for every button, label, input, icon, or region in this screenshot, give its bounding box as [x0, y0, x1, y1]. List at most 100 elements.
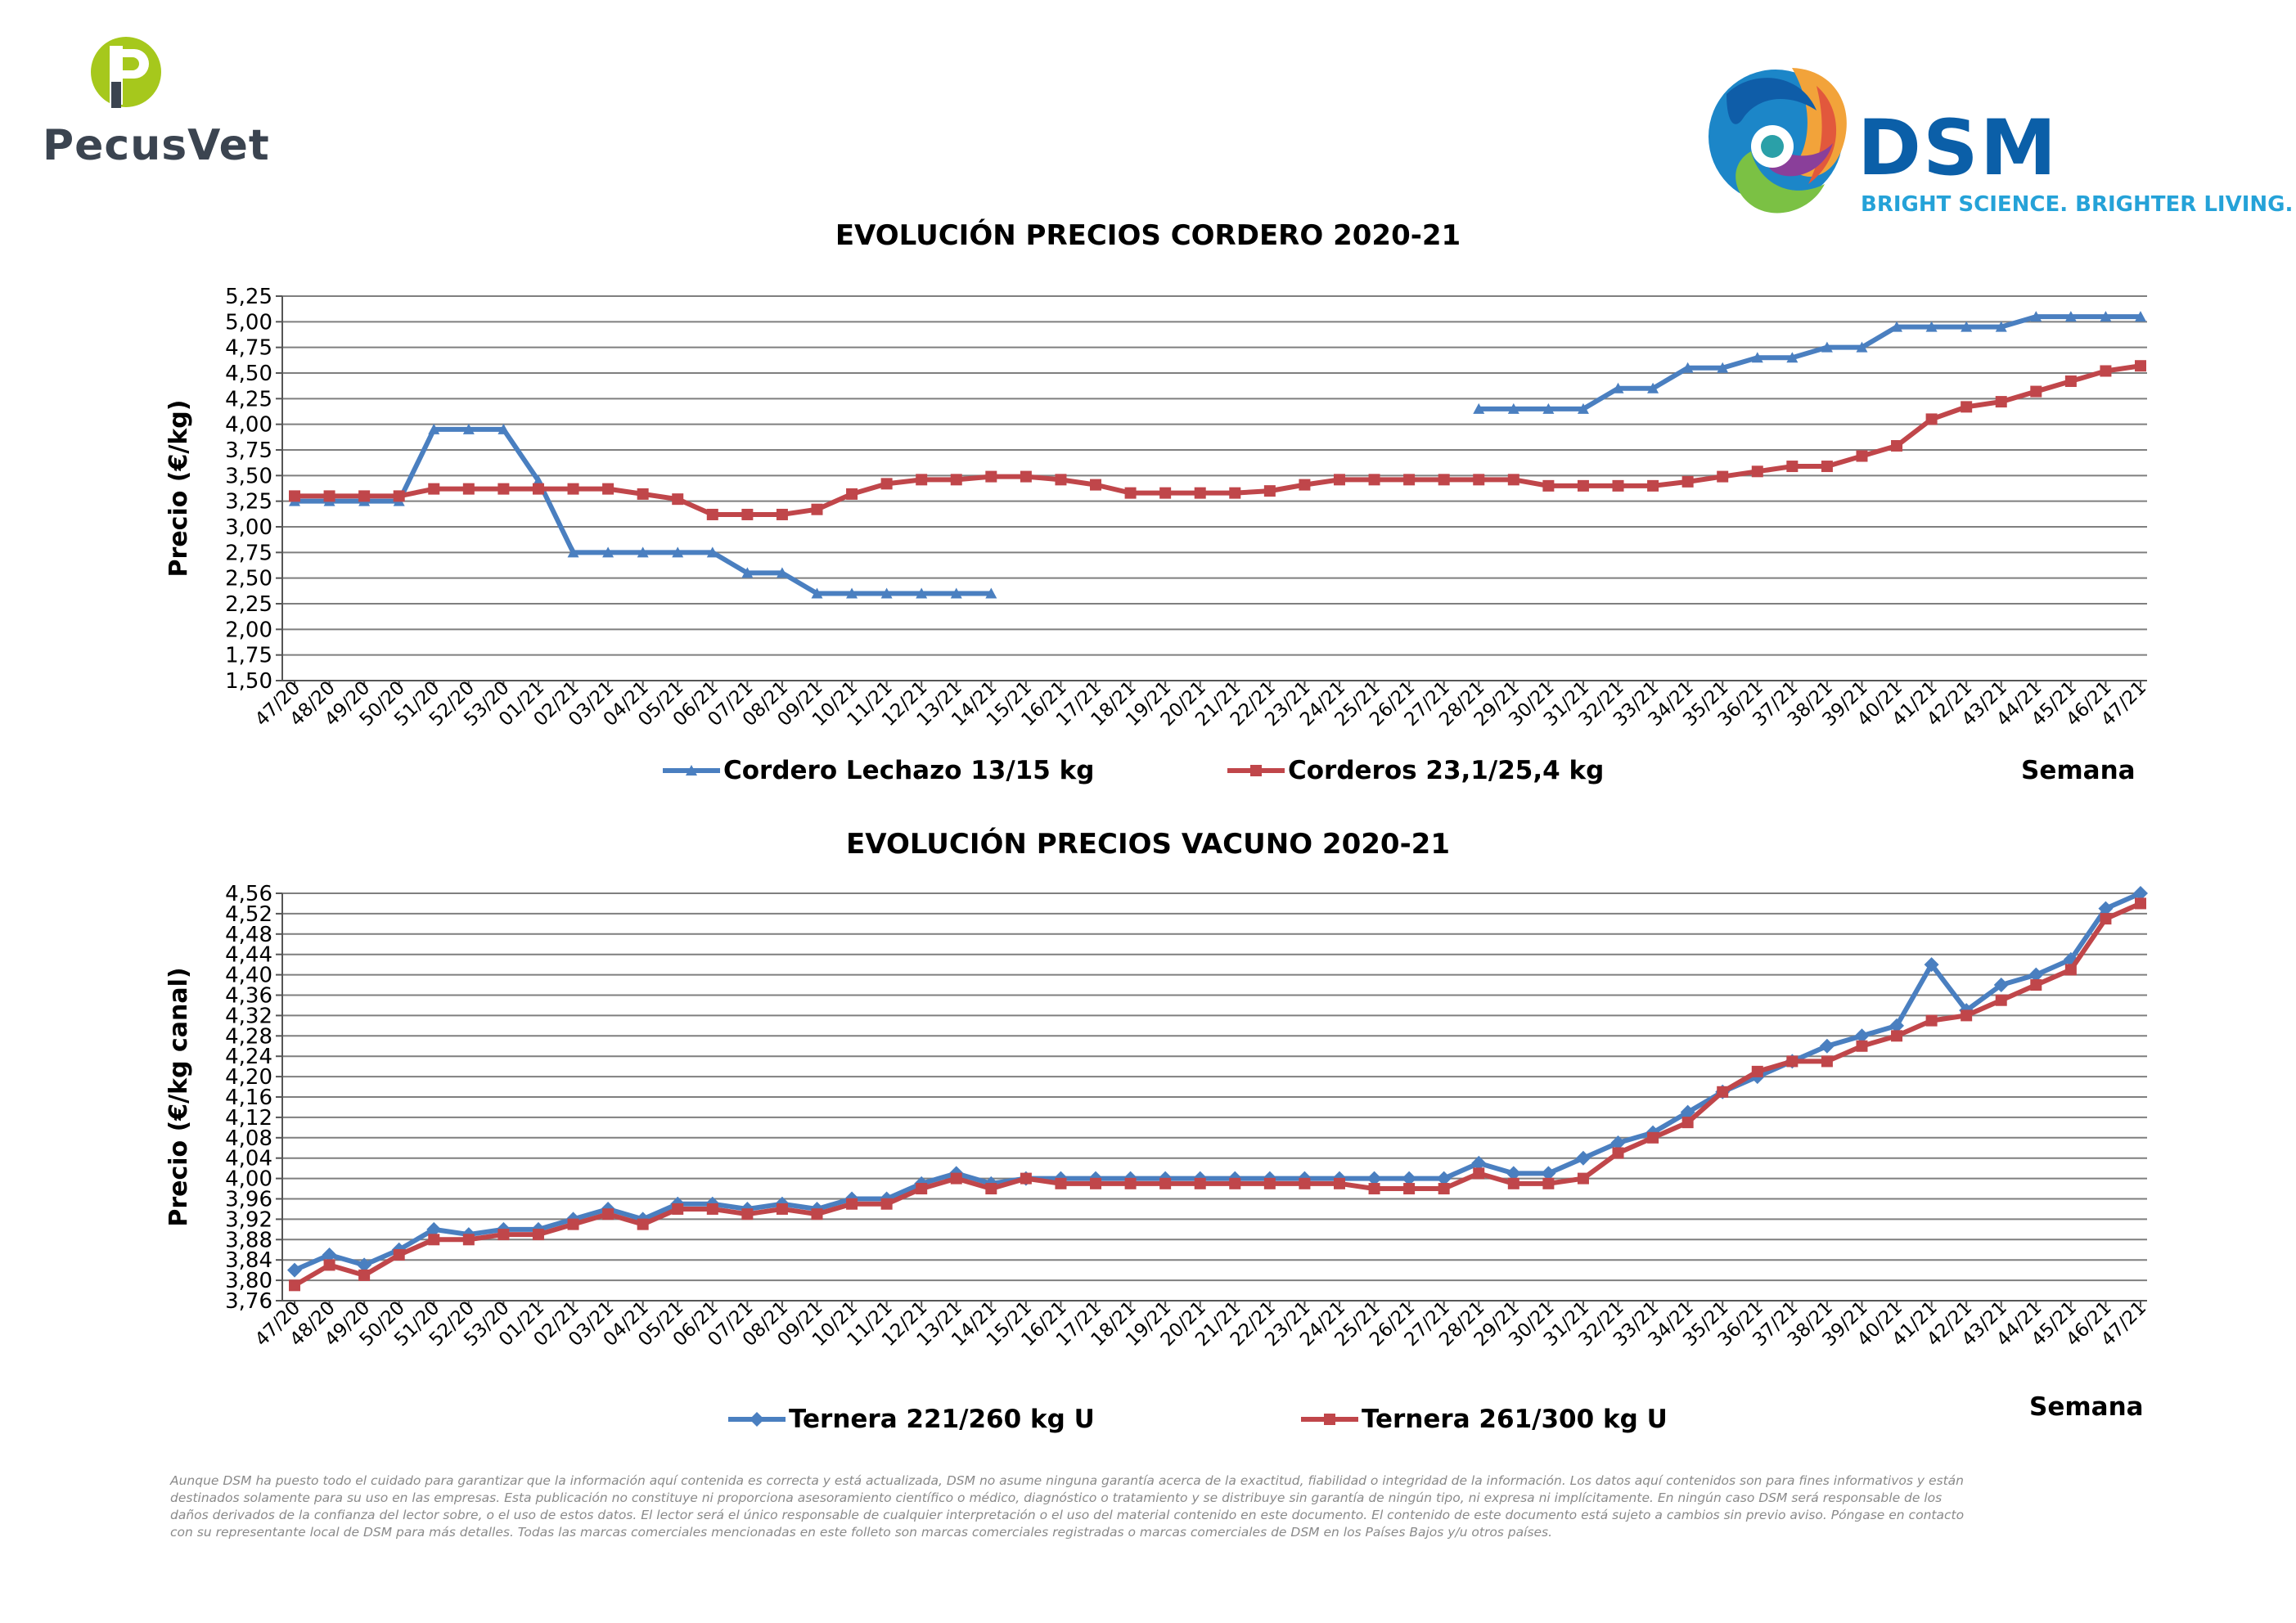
y-tick-label: 4,08 — [225, 1126, 272, 1151]
data-point — [1124, 487, 1137, 499]
data-point — [846, 587, 858, 599]
data-point — [706, 508, 718, 520]
y-tick-label: 3,96 — [225, 1188, 272, 1212]
data-point — [2100, 311, 2112, 322]
x-axis-label: Semana — [2021, 756, 2136, 785]
data-point — [289, 490, 300, 502]
data-point — [1610, 1135, 1626, 1151]
legend-marker — [1250, 765, 1262, 776]
data-point — [567, 1218, 579, 1230]
data-point — [532, 483, 544, 495]
data-point — [1507, 474, 1519, 486]
data-point — [1471, 1155, 1487, 1171]
data-point — [741, 1208, 754, 1221]
legend-label: Corderos 23,1/25,4 kg — [1288, 756, 1604, 785]
data-point — [1541, 1166, 1556, 1181]
data-point — [1055, 474, 1067, 486]
y-tick-label: 3,80 — [225, 1269, 272, 1293]
data-point — [1507, 402, 1519, 414]
series-line — [295, 363, 2141, 517]
y-tick-label: 4,44 — [225, 943, 272, 968]
data-point — [1159, 1177, 1172, 1189]
legend-entry: Ternera 261/300 kg U — [1301, 1405, 1668, 1434]
data-point — [1542, 1177, 1555, 1189]
data-point — [1403, 1183, 1416, 1195]
data-point — [1717, 1086, 1729, 1098]
data-point — [1366, 1171, 1382, 1186]
y-tick-label: 4,75 — [225, 336, 272, 361]
data-point — [811, 587, 823, 599]
y-tick-label: 2,25 — [225, 592, 272, 617]
data-point — [1229, 487, 1241, 499]
data-point — [2100, 913, 2112, 925]
data-point — [2028, 967, 2044, 982]
y-axis-label: Precio (€/kg) — [164, 400, 193, 578]
legend-entry: Corderos 23,1/25,4 kg — [1227, 756, 1604, 785]
data-point — [916, 474, 928, 486]
legend-marker — [750, 1412, 764, 1427]
y-tick-label: 4,00 — [225, 413, 272, 438]
data-point — [741, 567, 754, 578]
data-point — [1891, 439, 1903, 452]
y-tick-label: 3,76 — [225, 1289, 272, 1314]
data-point — [1856, 341, 1868, 353]
data-point — [1299, 1177, 1311, 1189]
data-point — [1821, 341, 1833, 353]
data-point — [776, 567, 788, 578]
data-point — [2064, 964, 2077, 976]
data-point — [1299, 479, 1311, 491]
data-point — [497, 483, 510, 495]
data-point — [950, 474, 962, 486]
data-point — [428, 483, 440, 495]
data-point — [1229, 1177, 1241, 1189]
data-point — [358, 490, 371, 502]
data-point — [1368, 474, 1380, 486]
data-point — [1961, 401, 1973, 413]
data-point — [497, 1229, 510, 1241]
y-tick-label: 5,25 — [225, 285, 272, 309]
data-point — [985, 470, 997, 483]
data-point — [1856, 1040, 1868, 1052]
data-point — [672, 546, 684, 558]
series-line — [293, 901, 2142, 1288]
dsm-swirl-icon — [1708, 68, 1847, 214]
data-point — [1124, 1177, 1137, 1189]
data-point — [428, 423, 440, 434]
y-tick-label: 2,00 — [225, 618, 272, 642]
data-point — [323, 490, 335, 502]
data-point — [1473, 1167, 1485, 1180]
data-point — [289, 1279, 300, 1292]
data-point — [1194, 487, 1206, 499]
data-point — [1402, 1171, 1417, 1186]
data-point — [637, 488, 649, 500]
data-point — [1717, 362, 1729, 373]
data-point — [637, 546, 649, 558]
data-point — [950, 1172, 962, 1185]
data-point — [497, 423, 510, 434]
y-tick-label: 4,28 — [225, 1024, 272, 1049]
data-point — [1473, 474, 1485, 486]
y-axis-label: Precio (€/kg canal) — [164, 967, 193, 1226]
data-point — [2135, 897, 2146, 910]
y-tick-label: 3,00 — [225, 515, 272, 540]
data-point — [426, 1221, 442, 1237]
y-tick-label: 5,00 — [225, 310, 272, 335]
data-point — [1891, 321, 1903, 332]
dsm-tagline: BRIGHT SCIENCE. BRIGHTER LIVING. — [1861, 192, 2294, 217]
data-point — [846, 1198, 858, 1210]
y-tick-label: 4,24 — [225, 1045, 272, 1069]
data-point — [567, 546, 579, 558]
data-point — [741, 508, 754, 520]
chart-title-vacuno: EVOLUCIÓN PRECIOS VACUNO 2020-21 — [846, 828, 1450, 861]
data-point — [1403, 474, 1416, 486]
data-point — [1786, 352, 1799, 363]
data-point — [985, 1183, 997, 1195]
data-point — [1995, 994, 2007, 1006]
data-point — [393, 1248, 405, 1261]
y-tick-label: 1,50 — [225, 669, 272, 694]
data-point — [672, 1203, 684, 1215]
data-point — [2064, 311, 2077, 322]
disclaimer-line: Aunque DSM ha puesto todo el cuidado par… — [170, 1473, 1965, 1488]
data-point — [323, 1259, 335, 1271]
